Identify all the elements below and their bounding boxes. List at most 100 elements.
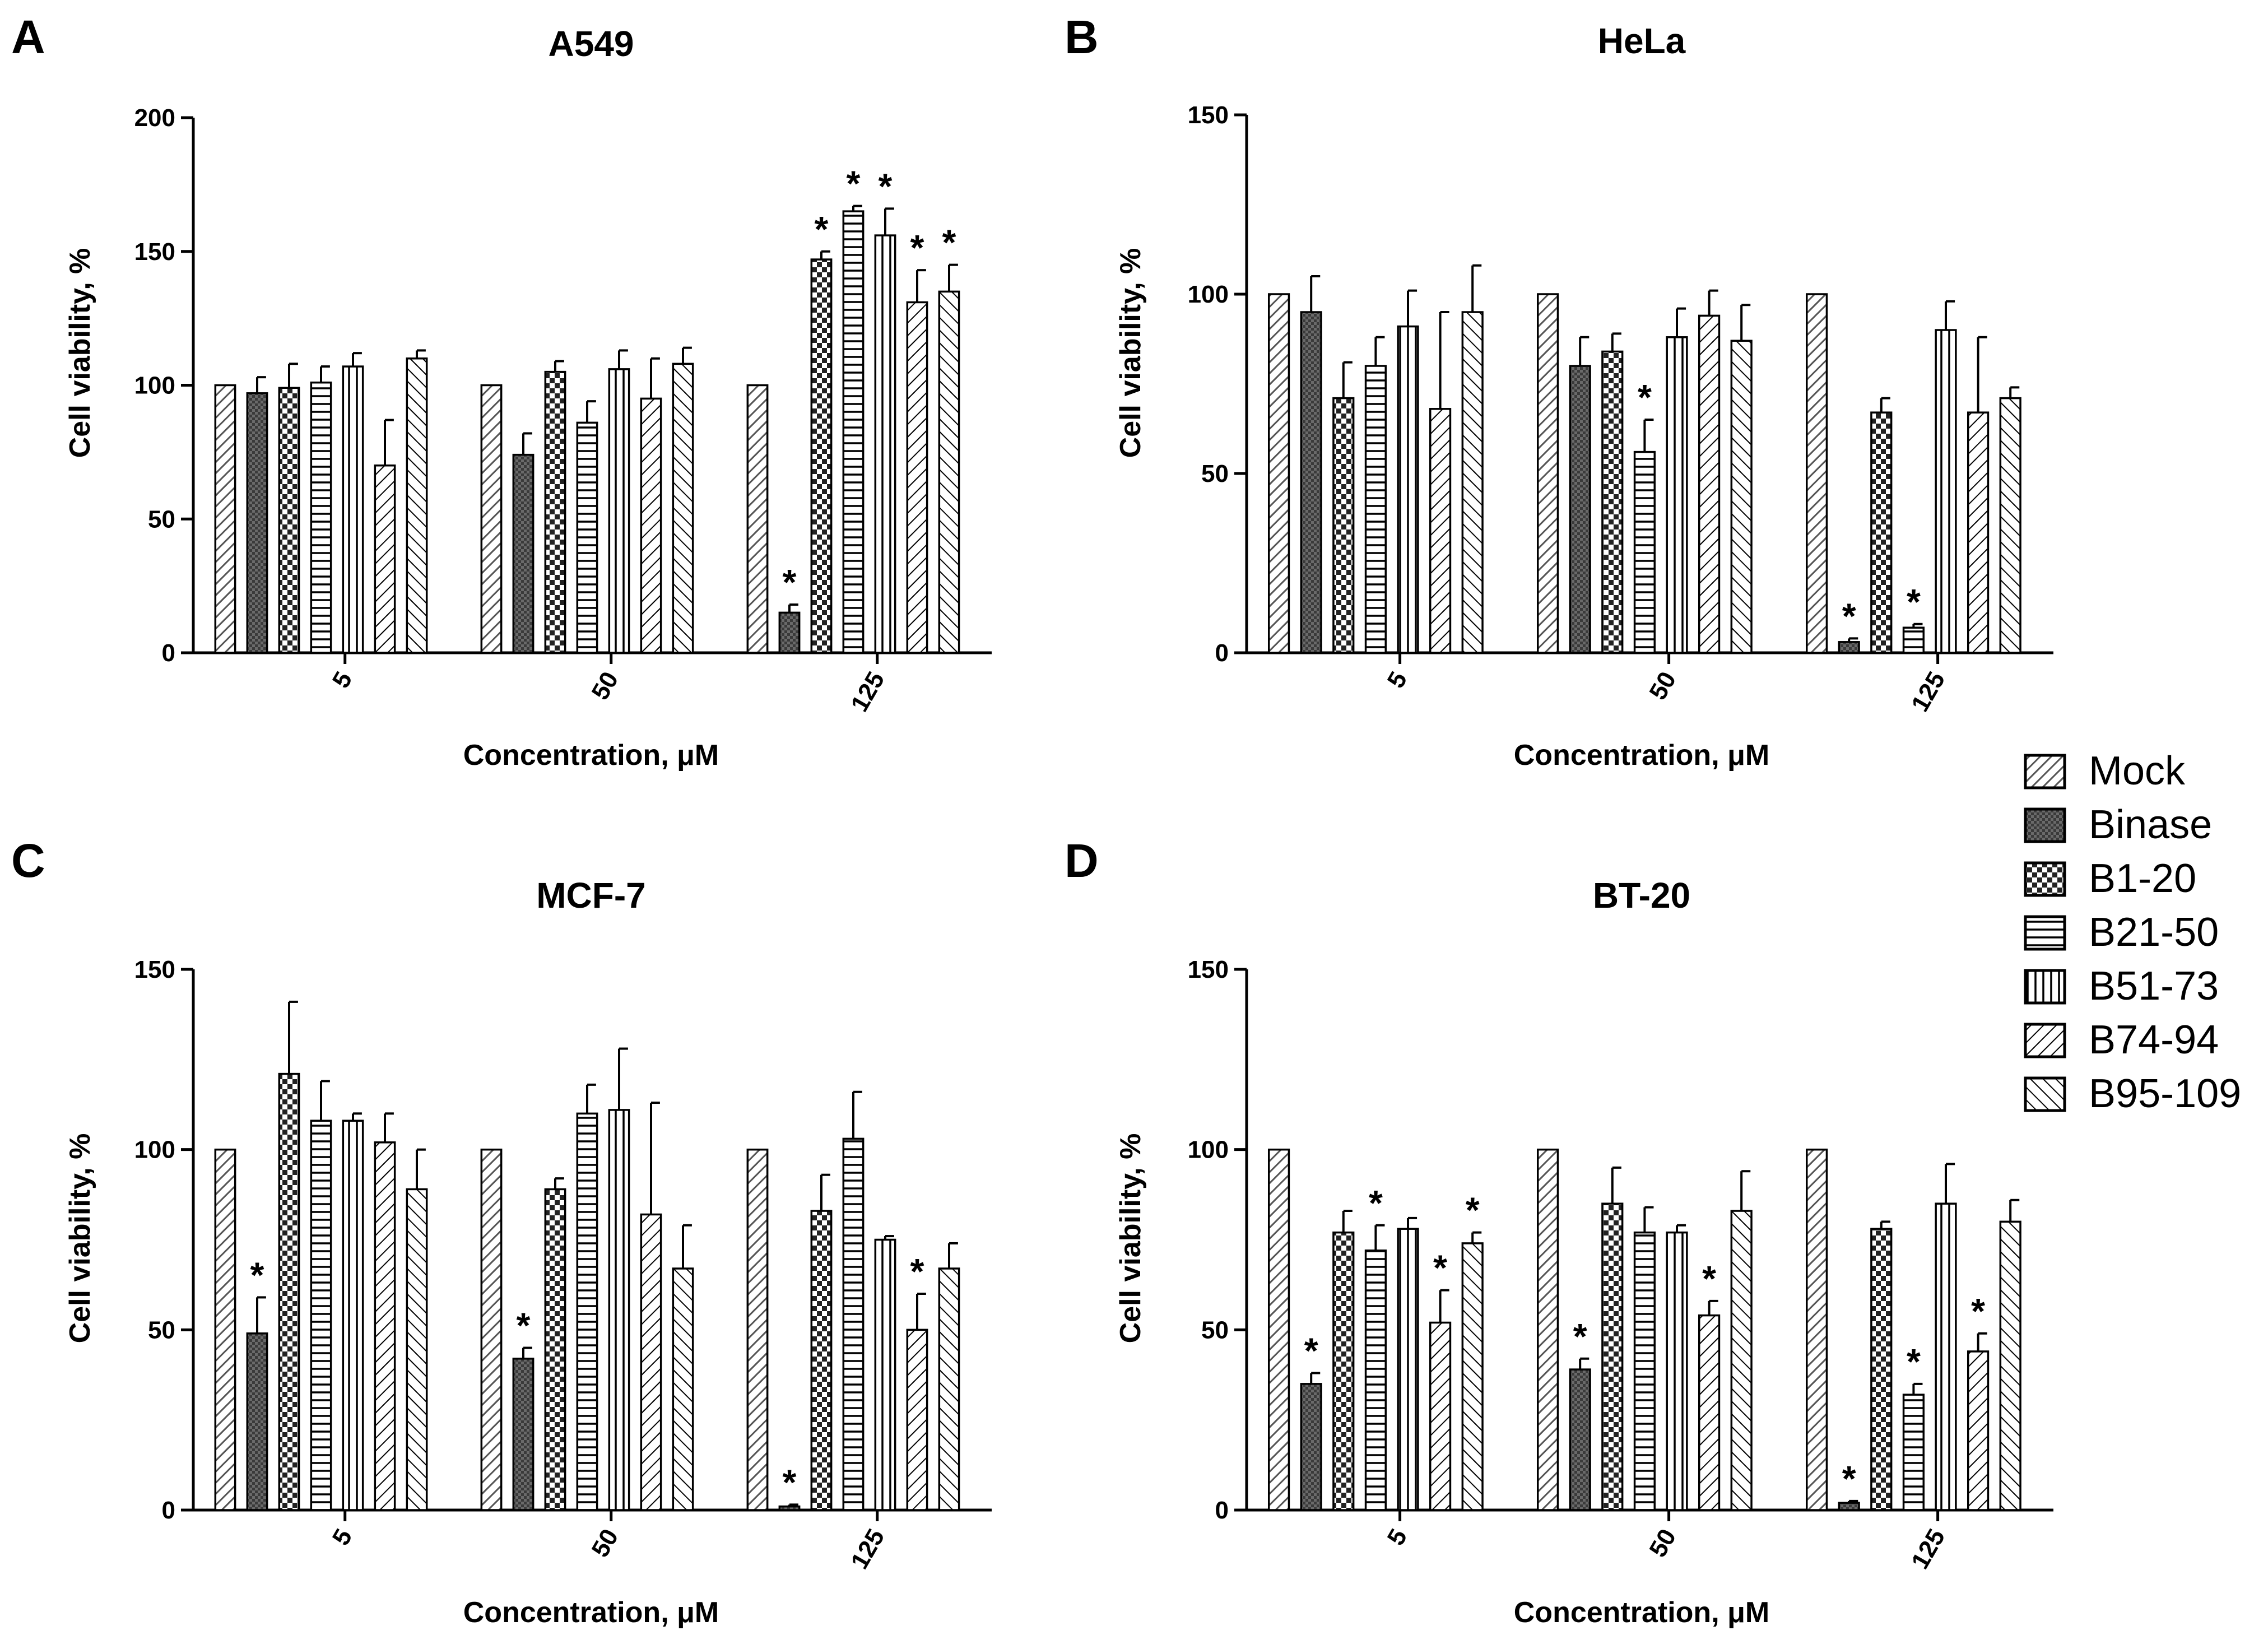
bar-mock <box>746 1148 769 1511</box>
panel-letter-b: B <box>1065 11 1099 63</box>
bar-binase <box>1838 641 1860 654</box>
legend-label: Mock <box>2089 749 2186 793</box>
bar-b1-20 <box>544 370 566 654</box>
bar-b1-20 <box>1870 1228 1893 1511</box>
bar-b21-50 <box>1902 1394 1925 1511</box>
y-tick-label: 100 <box>134 1136 175 1164</box>
bar-binase <box>246 392 268 654</box>
bar-mock <box>1805 1148 1828 1511</box>
bar-b74-94 <box>374 465 396 654</box>
x-tick-label: 5 <box>1382 667 1413 693</box>
bar-binase <box>1569 1368 1591 1511</box>
bar-b74-94 <box>906 301 928 654</box>
x-axis-label: Concentration, μM <box>463 739 719 772</box>
bar-b51-73 <box>874 234 896 654</box>
significance-marker: * <box>879 166 893 206</box>
significance-marker: * <box>1842 596 1856 636</box>
bar-mock <box>480 1148 503 1511</box>
panel-title: BT-20 <box>1593 875 1690 916</box>
y-tick-label: 100 <box>1188 281 1229 308</box>
bar-b21-50 <box>576 1112 598 1511</box>
bar-binase <box>246 1332 268 1511</box>
significance-marker: * <box>1638 377 1652 417</box>
legend-swatch <box>2024 1076 2066 1112</box>
legend-swatch <box>2024 861 2066 897</box>
bar-b21-50 <box>842 1137 865 1511</box>
bar-b74-94 <box>1429 408 1452 654</box>
significance-marker: * <box>517 1306 531 1346</box>
y-tick-label: 50 <box>148 505 175 533</box>
bar-b74-94 <box>906 1329 928 1511</box>
x-tick-label: 50 <box>586 1525 624 1562</box>
bar-b1-20 <box>278 1072 300 1511</box>
significance-marker: * <box>1842 1459 1856 1499</box>
bar-binase <box>1569 365 1591 654</box>
bar-b95-109 <box>1999 1220 2021 1511</box>
bar-b21-50 <box>1364 365 1387 654</box>
y-axis-label: Cell viability, % <box>64 1134 96 1344</box>
bar-binase <box>1300 311 1322 654</box>
bar-b51-73 <box>342 1120 364 1511</box>
legend-label: B74-94 <box>2089 1018 2219 1062</box>
legend-label: B95-109 <box>2089 1071 2241 1116</box>
y-tick-label: 150 <box>1188 101 1229 129</box>
legend-label: B51-73 <box>2089 964 2219 1009</box>
bar-mock <box>214 384 236 654</box>
bar-b51-73 <box>1666 336 1688 654</box>
bar-mock <box>1536 293 1559 654</box>
significance-marker: * <box>1907 1341 1921 1382</box>
bar-b95-109 <box>1461 311 1484 654</box>
x-tick-label: 125 <box>845 667 890 717</box>
panel-title: MCF-7 <box>536 875 646 916</box>
bar-b21-50 <box>1902 626 1925 654</box>
bar-binase <box>1838 1502 1860 1511</box>
legend-swatch <box>2024 915 2066 951</box>
plot-area: 0 50 100 150 5 * 50 * * 125 <box>1188 101 2053 717</box>
significance-marker: * <box>1369 1183 1383 1223</box>
bar-b51-73 <box>608 1109 630 1511</box>
significance-marker: * <box>815 209 829 249</box>
x-tick-label: 125 <box>845 1525 890 1574</box>
bar-b74-94 <box>1429 1321 1452 1511</box>
bar-b1-20 <box>278 387 300 654</box>
x-tick-label: 5 <box>327 667 358 693</box>
bar-b95-109 <box>406 357 428 654</box>
panel-c: C MCF-7 Cell viability, % Concentration,… <box>11 834 992 1629</box>
bar-mock <box>1536 1148 1559 1511</box>
significance-marker: * <box>1466 1190 1480 1230</box>
legend-swatch <box>2024 969 2066 1005</box>
panel-a: A A549 Cell viability, % Concentration, … <box>11 11 992 772</box>
bar-b51-73 <box>1935 329 1957 654</box>
legend-swatch <box>2024 1023 2066 1058</box>
bar-b1-20 <box>1332 1231 1355 1511</box>
legend-swatch <box>2024 754 2066 789</box>
y-tick-label: 0 <box>1215 1497 1229 1524</box>
y-tick-label: 50 <box>148 1316 175 1344</box>
bar-mock <box>214 1148 236 1511</box>
x-tick-label: 5 <box>327 1525 358 1550</box>
y-axis-label: Cell viability, % <box>1114 248 1147 458</box>
significance-marker: * <box>783 562 797 602</box>
bar-mock <box>480 384 503 654</box>
x-axis-label: Concentration, μM <box>1514 739 1769 772</box>
y-tick-label: 0 <box>162 639 175 667</box>
y-tick-label: 100 <box>1188 1136 1229 1164</box>
bar-mock <box>1267 293 1290 654</box>
x-tick-label: 5 <box>1382 1525 1413 1550</box>
y-tick-label: 0 <box>1215 639 1229 667</box>
x-tick-label: 50 <box>1644 667 1681 705</box>
significance-marker: * <box>783 1462 797 1502</box>
bar-b95-109 <box>672 363 694 654</box>
plot-area: 0 50 100 150 200 5 50 * * * * * * 125 <box>134 104 992 717</box>
panel-letter-a: A <box>11 11 45 63</box>
bar-b51-73 <box>1666 1231 1688 1511</box>
bar-mock <box>746 384 769 654</box>
bar-b1-20 <box>1601 350 1624 654</box>
bar-b21-50 <box>842 210 865 654</box>
bar-b95-109 <box>938 290 960 654</box>
bar-b74-94 <box>1698 314 1721 654</box>
bar-b1-20 <box>810 1210 833 1511</box>
bar-b74-94 <box>1698 1314 1721 1511</box>
legend-label: B21-50 <box>2089 910 2219 955</box>
panel-letter-d: D <box>1065 834 1099 887</box>
